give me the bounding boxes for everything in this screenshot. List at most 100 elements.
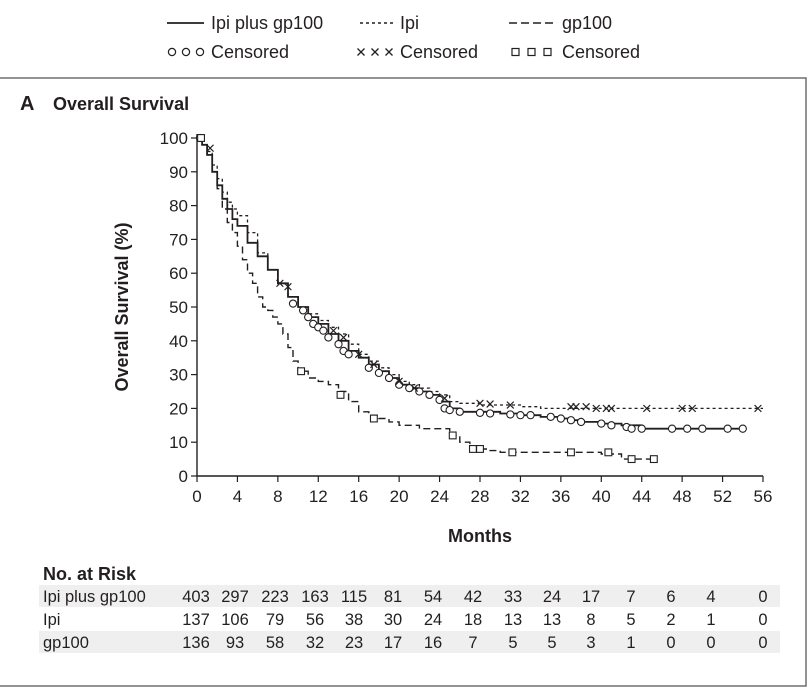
censor-mark-gp100 xyxy=(567,448,575,457)
series-line-gp100 xyxy=(197,137,652,460)
censor-mark-gp100 xyxy=(476,445,484,453)
censor-marks xyxy=(195,133,762,464)
censor-mark-ipi-plus-gp100 xyxy=(516,411,525,420)
censor-mark-ipi-plus-gp100 xyxy=(319,326,328,335)
censor-mark-gp100 xyxy=(297,367,306,376)
risk-value-ipi: 79 xyxy=(266,611,284,629)
legend-censored-x-icons xyxy=(357,48,393,56)
x-tick-label: 48 xyxy=(673,487,692,506)
censor-mark-ipi-plus-gp100 xyxy=(324,333,333,342)
censor-mark-ipi-plus-gp100 xyxy=(344,350,353,359)
censor-mark-ipi xyxy=(607,404,616,413)
risk-value-ipi: 13 xyxy=(504,611,522,629)
risk-value-ipi-plus-gp100: 7 xyxy=(626,588,635,606)
risk-value-gp100: 136 xyxy=(182,634,210,652)
chart-title: Overall Survival xyxy=(53,94,189,114)
risk-row-label-gp100: gp100 xyxy=(43,634,89,652)
censor-mark-gp100 xyxy=(604,448,613,457)
series-line-ipi-plus-gp100 xyxy=(197,137,743,430)
risk-value-ipi: 8 xyxy=(586,611,595,629)
censor-mark-ipi-plus-gp100 xyxy=(566,416,576,425)
risk-value-gp100: 93 xyxy=(226,634,244,652)
censor-mark-ipi-plus-gp100 xyxy=(304,312,313,322)
risk-value-gp100: 16 xyxy=(424,634,442,652)
risk-value-gp100: 58 xyxy=(266,634,284,652)
y-tick-label: 20 xyxy=(169,399,188,418)
risk-value-gp100: 7 xyxy=(468,634,477,652)
x-tick-label: 36 xyxy=(551,487,570,506)
censor-mark-ipi xyxy=(506,401,515,409)
legend-label-censored-square: Censored xyxy=(562,42,640,62)
censor-mark-ipi-plus-gp100 xyxy=(627,424,636,433)
x-tick-label: 52 xyxy=(713,487,732,506)
x-tick-label: 8 xyxy=(273,487,282,506)
censor-mark-ipi-plus-gp100 xyxy=(667,424,677,433)
censor-mark-gp100 xyxy=(627,455,636,464)
censor-mark-ipi-plus-gp100 xyxy=(374,368,384,378)
legend-label-ipi-plus-gp100: Ipi plus gp100 xyxy=(211,13,323,33)
censor-mark-ipi xyxy=(688,404,697,413)
risk-value-ipi-plus-gp100: 6 xyxy=(666,588,675,606)
censor-mark-ipi xyxy=(276,279,284,288)
risk-value-ipi: 137 xyxy=(182,611,210,629)
x-tick-label: 44 xyxy=(632,487,651,506)
legend-label-ipi: Ipi xyxy=(400,13,419,33)
censor-mark-gp100 xyxy=(468,445,477,453)
risk-row-background xyxy=(39,631,780,653)
censor-mark-ipi xyxy=(476,399,484,408)
y-tick-label: 0 xyxy=(179,467,188,486)
x-tick-label: 4 xyxy=(233,487,242,506)
x-tick-label: 16 xyxy=(349,487,368,506)
censor-mark-ipi xyxy=(370,360,378,369)
censor-mark-gp100 xyxy=(508,448,517,457)
risk-value-ipi-plus-gp100: 81 xyxy=(384,588,402,606)
risk-value-ipi-plus-gp100: 223 xyxy=(261,588,289,606)
censor-mark-ipi-plus-gp100 xyxy=(526,411,535,420)
risk-row-label-ipi: Ipi xyxy=(43,611,60,629)
censor-mark-ipi-plus-gp100 xyxy=(576,417,586,427)
risk-value-gp100: 3 xyxy=(586,634,595,652)
risk-value-ipi-plus-gp100: 163 xyxy=(301,588,329,606)
censor-mark-ipi-plus-gp100 xyxy=(556,414,566,423)
censor-mark-ipi xyxy=(284,282,292,291)
x-tick-label: 32 xyxy=(511,487,530,506)
censor-mark-ipi xyxy=(642,404,651,413)
censor-mark-ipi-plus-gp100 xyxy=(475,408,485,417)
censor-mark-ipi-plus-gp100 xyxy=(298,306,308,315)
risk-value-gp100: 23 xyxy=(345,634,363,652)
y-tick-label: 50 xyxy=(169,298,188,317)
y-tick-label: 80 xyxy=(169,197,188,216)
censor-mark-gp100 xyxy=(336,390,345,399)
censor-mark-ipi xyxy=(678,404,686,413)
x-tick-label: 0 xyxy=(192,487,201,506)
legend: Ipi plus gp100 Ipi gp100 Censored Censor… xyxy=(167,13,640,62)
censor-mark-ipi-plus-gp100 xyxy=(546,412,555,421)
risk-value-ipi: 30 xyxy=(384,611,402,629)
censor-mark-ipi xyxy=(206,144,214,152)
censor-mark-ipi xyxy=(410,384,419,392)
risk-value-ipi-plus-gp100: 17 xyxy=(582,588,600,606)
y-tick-label: 70 xyxy=(169,230,188,249)
risk-table-title: No. at Risk xyxy=(43,564,137,584)
censor-mark-ipi xyxy=(486,400,494,408)
risk-value-ipi: 56 xyxy=(306,611,324,629)
risk-value-ipi-plus-gp100: 403 xyxy=(182,588,210,606)
censor-mark-ipi-plus-gp100 xyxy=(455,407,464,416)
risk-value-ipi: 5 xyxy=(626,611,635,629)
censor-mark-ipi xyxy=(329,326,338,335)
x-tick-label: 28 xyxy=(471,487,490,506)
censor-mark-gp100 xyxy=(649,455,658,464)
censor-mark-ipi-plus-gp100 xyxy=(425,390,434,400)
risk-value-ipi-plus-gp100: 33 xyxy=(504,588,522,606)
censor-mark-ipi-plus-gp100 xyxy=(738,424,747,433)
risk-value-gp100: 17 xyxy=(384,634,402,652)
y-tick-label: 60 xyxy=(169,264,188,283)
risk-value-ipi: 18 xyxy=(464,611,482,629)
y-axis-title: Overall Survival (%) xyxy=(112,222,132,391)
x-tick-label: 20 xyxy=(390,487,409,506)
censor-mark-ipi-plus-gp100 xyxy=(597,419,606,428)
legend-censored-square-icons xyxy=(511,47,552,57)
y-tick-label: 30 xyxy=(169,366,188,385)
